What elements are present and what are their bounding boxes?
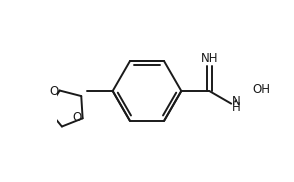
Text: OH: OH [253,83,270,96]
Text: N: N [232,95,241,108]
Text: O: O [49,85,58,98]
Text: H: H [232,101,241,114]
Text: NH: NH [201,52,218,65]
Text: O: O [72,111,81,124]
